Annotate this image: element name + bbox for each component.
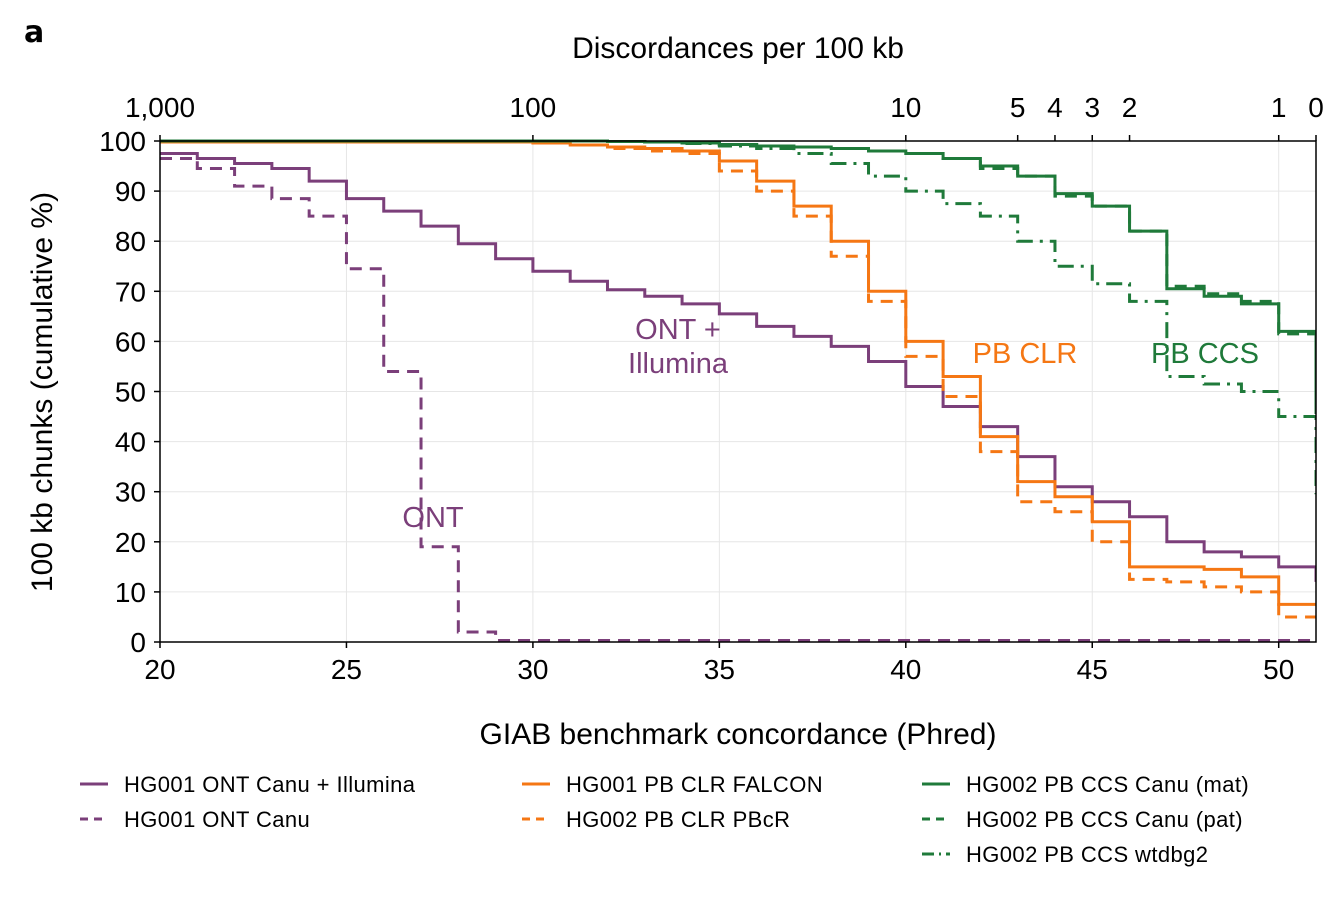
- y-tick-label: 70: [115, 276, 146, 307]
- top-tick-label: 1,000: [125, 92, 195, 123]
- legend-label: HG002 PB CLR PBcR: [566, 807, 790, 832]
- annotation-line: PB CLR: [973, 338, 1078, 370]
- x-tick-label: 50: [1263, 654, 1294, 685]
- annotation-label: PB CLR: [973, 338, 1078, 370]
- top-tick-label: 2: [1122, 92, 1138, 123]
- series-line-hg002-pb-ccs-canu-pat: [160, 139, 1316, 410]
- x-axis-title: GIAB benchmark concordance (Phred): [480, 718, 997, 751]
- top-tick-label: 5: [1010, 92, 1026, 123]
- top-tick-label: 4: [1047, 92, 1063, 123]
- y-tick-label: 40: [115, 427, 146, 458]
- top-tick-label: 100: [510, 92, 557, 123]
- panel-label: a: [24, 15, 44, 50]
- y-axis-title: 100 kb chunks (cumulative %): [26, 192, 59, 592]
- series-line-hg001-pb-clr-falcon: [160, 140, 1316, 606]
- series-line-hg001-ont-canu-illumina: [160, 152, 1316, 582]
- annotation-line: ONT: [402, 502, 464, 534]
- x-tick-label: 25: [331, 654, 362, 685]
- x-tick-label: 20: [144, 654, 175, 685]
- annotation-label: ONT + Illumina: [628, 314, 729, 380]
- legend-label: HG002 PB CCS Canu (pat): [966, 807, 1243, 832]
- top-tick-label: 1: [1271, 92, 1287, 123]
- annotation-line: ONT +: [635, 314, 721, 346]
- x-tick-label: 45: [1077, 654, 1108, 685]
- y-tick-label: 30: [115, 477, 146, 508]
- y-tick-label: 100: [99, 126, 146, 157]
- top-tick-label: 10: [890, 92, 921, 123]
- legend: HG001 ONT Canu + Illumina HG001 ONT Canu H…: [80, 772, 1249, 867]
- x-tick-label: 30: [517, 654, 548, 685]
- series-line-hg002-pb-clr-pbcr: [160, 140, 1316, 619]
- y-tick-label: 50: [115, 377, 146, 408]
- annotation-line: Illumina: [628, 348, 729, 380]
- legend-label: HG002 PB CCS Canu (mat): [966, 772, 1249, 797]
- annotation-label: PB CCS: [1151, 338, 1259, 370]
- annotation-label: ONT: [402, 502, 464, 534]
- legend-label: HG002 PB CCS wtdbg2: [966, 842, 1208, 867]
- annotation-line: PB CCS: [1151, 338, 1259, 370]
- y-tick-label: 80: [115, 226, 146, 257]
- y-tick-label: 60: [115, 326, 146, 357]
- top-tick-label: 3: [1084, 92, 1100, 123]
- annotations: ONT + Illumina ONT PB CLR PB CCS: [402, 314, 1259, 534]
- top-tick-label: 0: [1308, 92, 1324, 123]
- legend-label: HG001 ONT Canu: [124, 807, 310, 832]
- series-line-hg001-ont-canu: [160, 157, 1316, 642]
- top-axis-title: Discordances per 100 kb: [572, 32, 904, 65]
- y-tick-label: 90: [115, 176, 146, 207]
- y-tick-label: 0: [130, 627, 146, 658]
- y-tick-label: 10: [115, 577, 146, 608]
- x-tick-label: 40: [890, 654, 921, 685]
- legend-label: HG001 PB CLR FALCON: [566, 772, 823, 797]
- legend-label: HG001 ONT Canu + Illumina: [124, 772, 416, 797]
- y-tick-label: 20: [115, 527, 146, 558]
- x-tick-label: 35: [704, 654, 735, 685]
- plot-lines: [160, 139, 1316, 642]
